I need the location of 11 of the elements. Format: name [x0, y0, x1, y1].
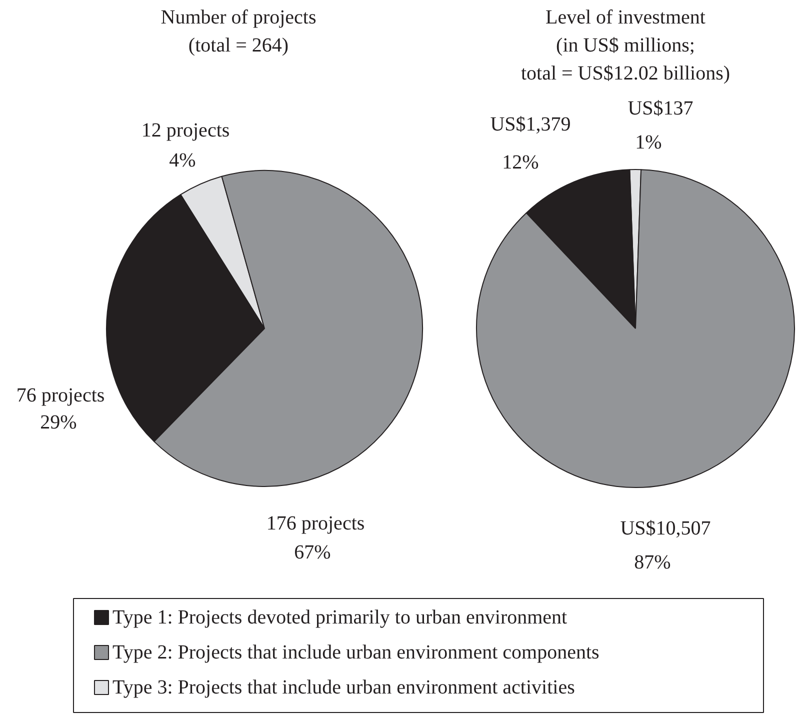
data-label: US$137 1% — [628, 98, 694, 154]
legend-label: Type 3: Projects that include urban environment activities — [112, 676, 576, 698]
legend-label: Type 2: Projects that include urban environment components — [112, 642, 600, 664]
data-label: US$1,379 12% — [490, 114, 571, 174]
chart-title: Number of projects (total = 264) — [160, 6, 316, 56]
data-label: 12 projects 4% — [141, 120, 230, 172]
data-label: US$10,507 87% — [620, 518, 711, 574]
legend-label: Type 1: Projects devoted primarily to urban environment — [112, 606, 568, 628]
data-label: 176 projects 67% — [266, 512, 365, 564]
data-label: 76 projects 29% — [16, 384, 105, 434]
chart-title: Level of investment (in US$ millions; total = US$12.02 billions) — [520, 6, 730, 84]
